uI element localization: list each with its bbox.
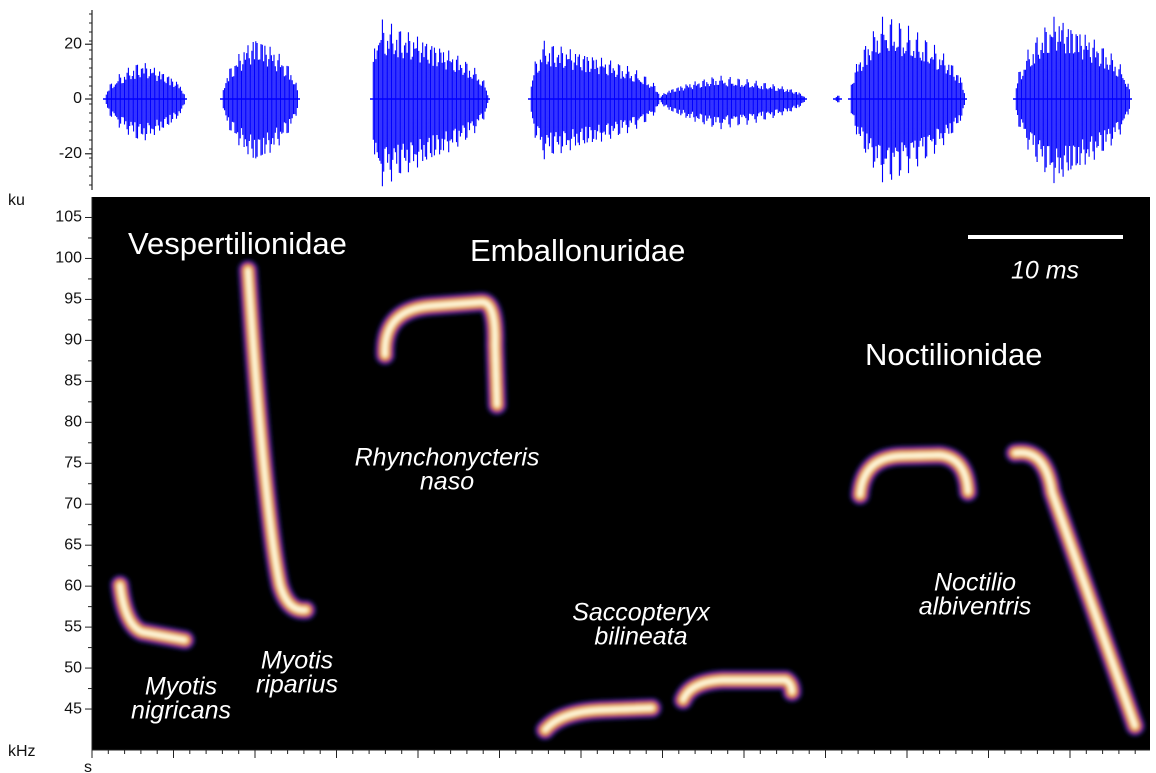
y-tick-label: 50 [64,659,82,676]
species-label: albiventris [919,593,1032,621]
y-tick-label: 70 [64,495,82,512]
species-label: naso [420,468,474,496]
y-axis-label: ku [8,192,25,209]
y-tick-label: 65 [64,536,82,553]
y-tick-label: 80 [64,414,82,431]
y-tick-label: -20 [59,145,82,162]
y-tick-label: 0 [73,90,82,107]
waveform-burst [660,76,804,129]
species-label: riparius [256,671,338,699]
y-tick-label: 100 [55,250,82,267]
waveform-burst [1015,17,1129,183]
waveform-burst [222,41,297,158]
y-tick-label: 95 [64,291,82,308]
y-tick-label: 105 [55,209,82,226]
y-tick-label: 55 [64,618,82,635]
family-label: Vespertilionidae [128,226,347,261]
y-tick-label: 60 [64,577,82,594]
waveform-burst [530,41,660,159]
y-tick-label: 45 [64,700,82,717]
species-label: bilineata [594,623,687,651]
figure: 10 ms ku kHz s -20 0 20 45 50 55 60 65 70 75 80 85 9… [0,0,1156,773]
y-axis-label: kHz [8,743,36,760]
family-label: Noctilionidae [865,337,1043,372]
y-tick-label: 85 [64,373,82,390]
y-tick-label: 20 [64,35,82,52]
waveform-burst [105,63,184,140]
y-tick-label: 90 [64,332,82,349]
scale-bar-label: 10 ms [1011,257,1079,285]
x-axis-label: s [84,759,92,773]
family-label: Emballonuridae [470,233,685,268]
species-label: nigricans [131,697,231,725]
waveform-burst [372,20,488,187]
y-tick-label: 75 [64,454,82,471]
